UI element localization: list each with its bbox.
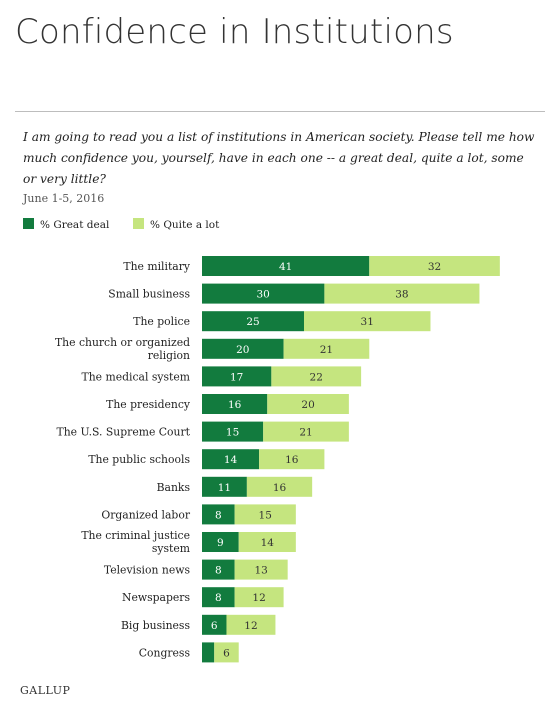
category-label-the-military: The military [123,260,191,273]
bar-great-deal-banks [202,476,247,497]
value-label-great-deal-the-criminal-justice-system: 9 [217,537,224,549]
legend-item-quite-a-lot: % Quite a lot [133,218,219,231]
bar-quite-a-lot-the-criminal-justice-system [238,532,296,552]
category-label-the-police: The police [133,315,190,328]
bar-quite-a-lot-big-business [226,614,276,635]
bar-great-deal-the-police [202,311,304,332]
value-label-quite-a-lot-the-presidency: 20 [301,399,314,411]
value-label-quite-a-lot-organized-labor: 15 [259,509,272,521]
value-label-quite-a-lot-newspapers: 12 [252,592,265,604]
value-label-great-deal-the-public-schools: 14 [224,454,238,466]
survey-date: June 1-5, 2016 [23,192,105,205]
bar-quite-a-lot-banks [246,476,313,497]
category-label-television-news: Television news [104,564,190,577]
bar-quite-a-lot-the-medical-system [271,366,362,387]
category-label-small-business: Small business [108,288,190,301]
bar-quite-a-lot-the-public-schools [259,449,325,470]
bar-great-deal-congress [202,642,215,663]
chart-title: Confidence in Institutions [15,12,454,52]
value-label-great-deal-organized-labor: 8 [215,509,222,521]
value-label-quite-a-lot-small-business: 38 [395,289,408,301]
title-divider [15,111,545,112]
value-label-great-deal-small-business: 30 [257,289,270,301]
value-label-quite-a-lot-the-criminal-justice-system: 14 [261,537,275,549]
legend-label-quite-a-lot: % Quite a lot [150,219,220,231]
bar-great-deal-the-presidency [202,394,268,414]
bar-great-deal-the-military [202,256,370,276]
bar-quite-a-lot-organized-labor [234,504,296,525]
bar-quite-a-lot-congress [214,642,239,663]
bar-great-deal-small-business [202,283,325,304]
value-label-great-deal-television-news: 8 [215,565,222,577]
bar-quite-a-lot-the-presidency [267,394,349,414]
bar-great-deal-television-news [202,559,235,580]
value-label-quite-a-lot-congress: 6 [223,647,230,659]
value-label-quite-a-lot-the-church-or-organized-religion: 21 [320,344,333,356]
category-label-the-criminal-justice-system: The criminal justice system [81,529,190,555]
legend-item-great-deal: % Great deal [23,218,109,231]
category-label-organized-labor: Organized labor [101,508,190,521]
value-label-great-deal-the-u-s-supreme-court: 15 [226,427,239,439]
bar-quite-a-lot-television-news [234,559,288,580]
bar-quite-a-lot-the-u-s-supreme-court [263,421,349,442]
value-label-quite-a-lot-the-police: 31 [361,316,374,328]
legend-label-great-deal: % Great deal [40,219,110,231]
category-label-newspapers: Newspapers [122,591,190,604]
value-label-quite-a-lot-television-news: 13 [254,565,267,577]
value-label-quite-a-lot-the-medical-system: 22 [310,371,323,383]
category-label-congress: Congress [139,646,190,659]
category-label-the-church-or-organized-religion: The church or organized religion [55,336,190,362]
category-label-the-presidency: The presidency [106,398,191,411]
value-label-great-deal-the-presidency: 16 [228,399,242,411]
bar-quite-a-lot-the-military [369,256,500,276]
value-label-quite-a-lot-the-military: 32 [428,261,441,273]
bar-quite-a-lot-the-church-or-organized-religion [283,338,370,359]
legend-swatch-quite-a-lot [133,218,144,229]
bar-chart: The military 41 32 Small business 30 38 The po… [55,256,500,663]
category-label-the-medical-system: The medical system [82,370,191,383]
bar-quite-a-lot-the-police [304,311,431,332]
value-label-great-deal-big-business: 6 [211,620,218,632]
value-label-great-deal-the-police: 25 [246,316,259,328]
category-label-the-public-schools: The public schools [88,453,190,466]
bar-great-deal-big-business [202,614,227,635]
bar-great-deal-organized-labor [202,504,235,525]
source-logo: GALLUP [20,684,71,697]
category-label-the-u-s-supreme-court: The U.S. Supreme Court [57,426,191,439]
survey-question: I am going to read you a list of institu… [23,130,535,186]
value-label-quite-a-lot-the-u-s-supreme-court: 21 [299,427,312,439]
legend-swatch-great-deal [23,218,34,229]
bar-great-deal-the-public-schools [202,449,260,470]
bar-great-deal-the-church-or-organized-religion [202,338,284,359]
bar-great-deal-the-u-s-supreme-court [202,421,264,442]
bar-quite-a-lot-small-business [324,283,480,304]
value-label-quite-a-lot-banks: 16 [273,482,287,494]
value-label-quite-a-lot-big-business: 12 [244,620,257,632]
value-label-great-deal-the-military: 41 [279,261,292,273]
bar-great-deal-newspapers [202,587,235,608]
value-label-quite-a-lot-the-public-schools: 16 [285,454,299,466]
value-label-great-deal-the-church-or-organized-religion: 20 [236,344,249,356]
category-label-banks: Banks [157,481,190,494]
category-label-big-business: Big business [121,619,190,632]
bar-great-deal-the-medical-system [202,366,272,387]
value-label-great-deal-newspapers: 8 [215,592,222,604]
bar-quite-a-lot-newspapers [234,587,284,608]
value-label-great-deal-banks: 11 [218,482,231,494]
value-label-great-deal-the-medical-system: 17 [230,371,243,383]
bar-great-deal-the-criminal-justice-system [202,532,239,552]
